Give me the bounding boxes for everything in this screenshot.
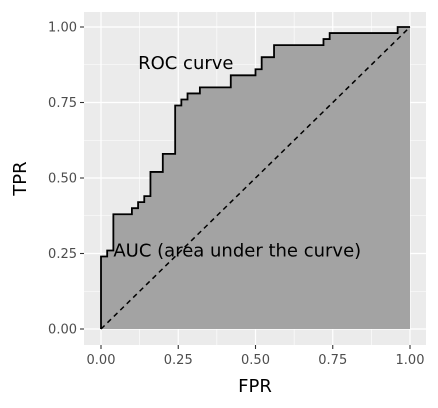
x-tick-label: 1.00 — [396, 353, 425, 368]
x-axis-title: FPR — [238, 376, 272, 397]
y-axis-title: TPR — [10, 161, 31, 196]
x-axis-ticks: 0.00 0.25 0.50 0.75 1.00 — [87, 345, 425, 368]
y-tick-label: 0.50 — [48, 172, 77, 187]
roc-curve-line — [100, 26, 410, 329]
x-tick-label: 0.00 — [87, 353, 116, 368]
x-tick-label: 0.25 — [164, 353, 193, 368]
y-tick-label: 0.75 — [48, 96, 77, 111]
y-tick-label: 0.25 — [48, 247, 77, 262]
reference-diagonal-line — [100, 26, 411, 330]
x-tick-label: 0.75 — [318, 353, 347, 368]
y-tick-label: 1.00 — [48, 21, 77, 36]
auc-annotation: AUC (area under the curve) — [113, 240, 361, 261]
y-tick-label: 0.00 — [48, 323, 77, 338]
x-tick-label: 0.50 — [241, 353, 270, 368]
y-axis-ticks: 0.00 0.25 0.50 0.75 1.00 — [48, 21, 84, 338]
roc-curve-annotation: ROC curve — [138, 53, 233, 74]
